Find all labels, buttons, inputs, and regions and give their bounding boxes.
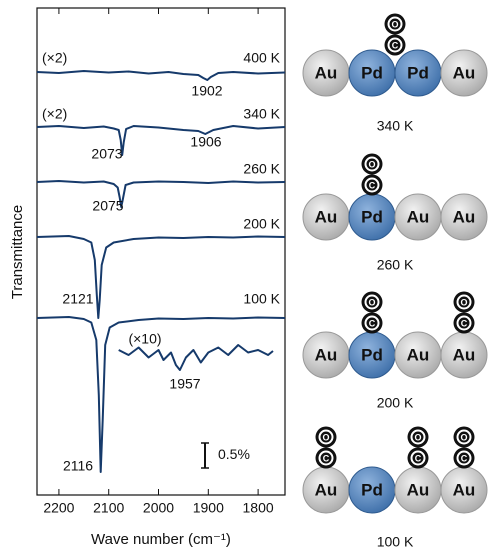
y-axis-label: Transmittance xyxy=(9,205,26,299)
co-label: O xyxy=(391,19,398,29)
peak-label: 2116 xyxy=(63,458,93,474)
atom-label: Au xyxy=(453,207,476,226)
scale-label: 0.5% xyxy=(218,446,250,462)
co-label: C xyxy=(461,453,468,463)
co-label: C xyxy=(369,180,376,190)
figure: Wave number (cm⁻¹) Transmittance 2200 210… xyxy=(0,0,491,550)
atom-label: Au xyxy=(407,345,430,364)
peak-label: 1902 xyxy=(191,83,222,99)
x-tick-label: 2000 xyxy=(143,500,174,516)
peak-label: 1906 xyxy=(190,134,221,150)
page: Wave number (cm⁻¹) Transmittance 2200 210… xyxy=(0,0,491,550)
co-label: O xyxy=(368,297,375,307)
series-label: (×10) xyxy=(128,331,161,347)
co-label: O xyxy=(322,432,329,442)
atom-label: Au xyxy=(315,207,338,226)
co-label: C xyxy=(415,453,422,463)
atom-label: Pd xyxy=(361,63,383,82)
schematic-caption: 200 K xyxy=(377,395,414,411)
co-label: C xyxy=(323,453,330,463)
peak-label: 2073 xyxy=(91,146,122,162)
spectrum xyxy=(37,181,285,207)
co-label: O xyxy=(368,159,375,169)
co-label: C xyxy=(392,40,399,50)
atom-label: Pd xyxy=(407,63,429,82)
co-label: C xyxy=(461,318,468,328)
atom-label: Au xyxy=(453,480,476,499)
spectrum xyxy=(37,126,285,155)
x-tick-label: 1800 xyxy=(243,500,274,516)
atom-label: Au xyxy=(315,480,338,499)
plot-frame xyxy=(37,8,285,495)
multiplier-label: (×2) xyxy=(42,106,67,122)
series-label: 200 K xyxy=(243,216,280,232)
peak-label: 2075 xyxy=(92,198,123,214)
series-label: 260 K xyxy=(243,161,280,177)
spectrum xyxy=(119,345,273,370)
atom-label: Au xyxy=(407,207,430,226)
atom-label: Au xyxy=(315,345,338,364)
atom-label: Au xyxy=(453,63,476,82)
series-label: 100 K xyxy=(243,291,280,307)
atom-label: Pd xyxy=(361,480,383,499)
atom-label: Au xyxy=(453,345,476,364)
peak-label: 2121 xyxy=(62,291,93,307)
series-label: 340 K xyxy=(243,106,280,122)
co-label: O xyxy=(460,297,467,307)
atom-label: Pd xyxy=(361,345,383,364)
series-label: 400 K xyxy=(243,50,280,66)
atom-label: Au xyxy=(407,480,430,499)
peak-label: 1957 xyxy=(169,376,200,392)
x-axis-label: Wave number (cm⁻¹) xyxy=(91,531,231,548)
co-label: O xyxy=(460,432,467,442)
co-label: O xyxy=(414,432,421,442)
multiplier-label: (×2) xyxy=(42,50,67,66)
schematic-caption: 340 K xyxy=(377,118,414,134)
schematic-caption: 260 K xyxy=(377,257,414,273)
atom-label: Au xyxy=(315,63,338,82)
schematic-caption: 100 K xyxy=(377,534,414,550)
spectrum xyxy=(37,71,285,80)
x-tick-label: 2200 xyxy=(43,500,74,516)
x-tick-label: 2100 xyxy=(93,500,124,516)
co-label: C xyxy=(369,318,376,328)
x-tick-label: 1900 xyxy=(193,500,224,516)
atom-label: Pd xyxy=(361,207,383,226)
